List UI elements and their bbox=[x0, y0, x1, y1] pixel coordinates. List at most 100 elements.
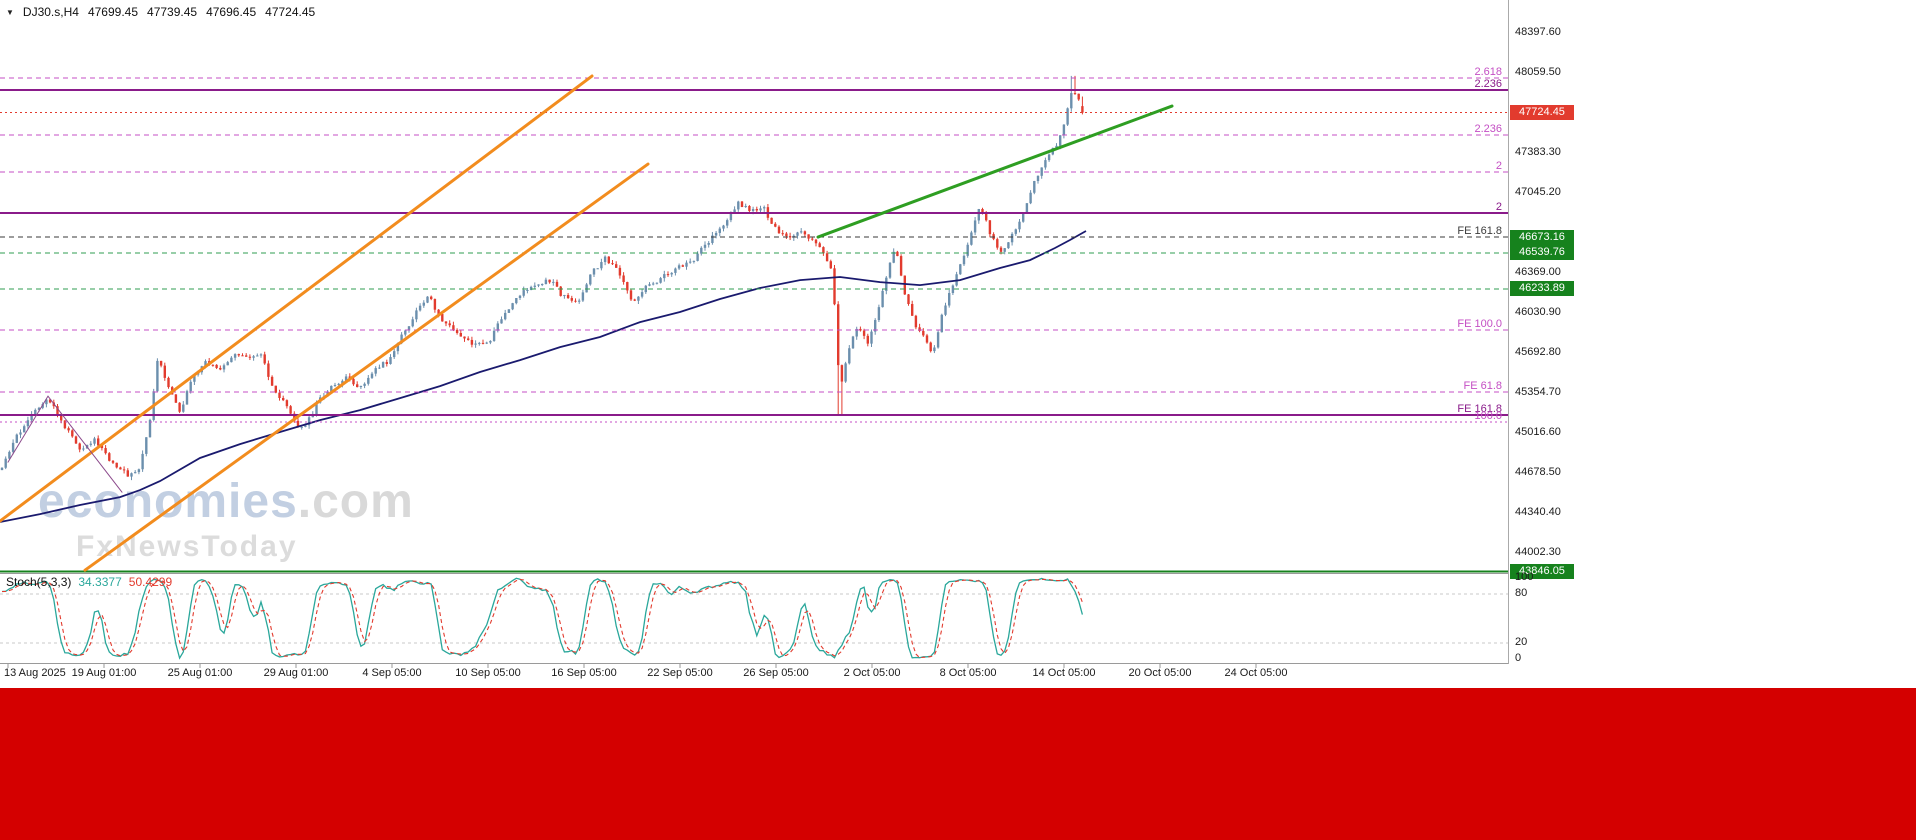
candle bbox=[796, 231, 799, 239]
candle bbox=[674, 267, 677, 276]
candle-body bbox=[455, 329, 459, 333]
small-purple-line-a[interactable] bbox=[7, 395, 49, 463]
candle bbox=[511, 302, 514, 311]
candle-body bbox=[267, 363, 270, 377]
candle-body bbox=[448, 323, 451, 326]
candle bbox=[89, 441, 92, 447]
candle-body bbox=[492, 330, 496, 341]
candle bbox=[559, 286, 562, 297]
candle-body bbox=[337, 383, 340, 385]
price-axis-label: 45354.70 bbox=[1515, 386, 1561, 398]
candle bbox=[407, 325, 411, 333]
candle-body bbox=[330, 385, 333, 392]
candle-body bbox=[981, 209, 984, 214]
stoch-scale-label: 80 bbox=[1515, 587, 1528, 600]
candle bbox=[474, 340, 477, 348]
candle bbox=[1007, 242, 1010, 249]
candle-body bbox=[837, 304, 840, 366]
green-trendline[interactable] bbox=[816, 104, 1174, 239]
candle-body bbox=[97, 438, 100, 446]
price-level-badge: 43846.05 bbox=[1510, 563, 1574, 579]
candle bbox=[615, 261, 618, 268]
candle-body bbox=[100, 445, 104, 449]
candle-body bbox=[529, 286, 533, 290]
candle-body bbox=[581, 292, 585, 301]
candle-body bbox=[907, 294, 910, 305]
time-axis[interactable]: 13 Aug 2025 19 Aug 01:00 25 Aug 01:00 29 Au… bbox=[0, 666, 1509, 686]
candle bbox=[740, 201, 744, 208]
candle bbox=[141, 450, 144, 472]
candle-body bbox=[959, 264, 962, 275]
candle-body bbox=[929, 342, 932, 352]
candle bbox=[655, 282, 659, 285]
candle bbox=[692, 260, 696, 264]
time-axis-label: 25 Aug 01:00 bbox=[167, 667, 233, 679]
candle bbox=[555, 279, 559, 287]
candle-body bbox=[800, 231, 803, 233]
candle-body bbox=[829, 261, 832, 269]
candle bbox=[274, 385, 277, 394]
stoch-k-line[interactable] bbox=[1, 577, 1084, 660]
candle bbox=[755, 206, 758, 212]
stoch-scale-label: 100 bbox=[1515, 571, 1534, 583]
candle bbox=[11, 439, 15, 455]
candle bbox=[618, 265, 622, 279]
symbol-timeframe-label: DJ30.s,H4 bbox=[22, 5, 79, 19]
orange-channel-upper[interactable] bbox=[0, 74, 594, 523]
candle-body bbox=[41, 404, 44, 408]
candle-body bbox=[585, 284, 588, 293]
candle-body bbox=[737, 201, 740, 210]
candle bbox=[589, 274, 592, 286]
candle-body bbox=[870, 331, 873, 344]
candle-body bbox=[911, 304, 914, 316]
candle-body bbox=[936, 332, 940, 348]
candle-body bbox=[515, 298, 518, 304]
candle bbox=[0, 467, 4, 471]
candle bbox=[603, 255, 607, 266]
candle bbox=[951, 284, 955, 296]
candle bbox=[159, 360, 163, 368]
candle-body bbox=[241, 355, 244, 357]
candle bbox=[877, 304, 881, 323]
candle-body bbox=[774, 223, 777, 227]
candle-body bbox=[134, 472, 137, 474]
candle bbox=[267, 360, 270, 381]
candle-body bbox=[341, 380, 344, 384]
candle bbox=[711, 231, 714, 245]
candle-body bbox=[367, 377, 370, 384]
trend-lines-layer bbox=[0, 74, 1174, 572]
candle bbox=[914, 314, 918, 330]
candle bbox=[1066, 107, 1069, 126]
candle bbox=[933, 345, 936, 354]
candle-body bbox=[422, 302, 425, 306]
candle-body bbox=[400, 334, 403, 344]
candle bbox=[496, 321, 499, 333]
time-axis-label: 29 Aug 01:00 bbox=[263, 667, 329, 679]
candle bbox=[289, 405, 292, 416]
candle bbox=[629, 289, 633, 302]
candle-body bbox=[1081, 106, 1084, 113]
candle bbox=[122, 466, 126, 474]
candle bbox=[763, 205, 766, 212]
candle bbox=[1081, 96, 1084, 115]
symbol-dropdown-icon[interactable]: ▼ bbox=[6, 7, 14, 17]
quote-high-value: 47739.45 bbox=[147, 5, 198, 19]
price-axis[interactable]: 48397.60 48059.50 47383.30 47045.20 46369.00… bbox=[1509, 0, 1639, 690]
stoch-d-line[interactable] bbox=[1, 578, 1083, 659]
fib-level-label: FE 61.8 bbox=[1463, 380, 1502, 392]
candle bbox=[385, 359, 388, 367]
candle-body bbox=[137, 469, 141, 473]
candle bbox=[611, 260, 614, 265]
candle-body bbox=[159, 360, 163, 366]
ma-line[interactable] bbox=[0, 230, 1087, 523]
candle bbox=[892, 248, 895, 264]
candle bbox=[1044, 157, 1047, 170]
orange-channel-lower[interactable] bbox=[83, 162, 650, 572]
candle bbox=[126, 468, 129, 477]
small-purple-line-b[interactable] bbox=[47, 395, 123, 493]
candle-body bbox=[393, 351, 396, 358]
candle-body bbox=[674, 268, 677, 273]
candle-body bbox=[763, 207, 766, 209]
